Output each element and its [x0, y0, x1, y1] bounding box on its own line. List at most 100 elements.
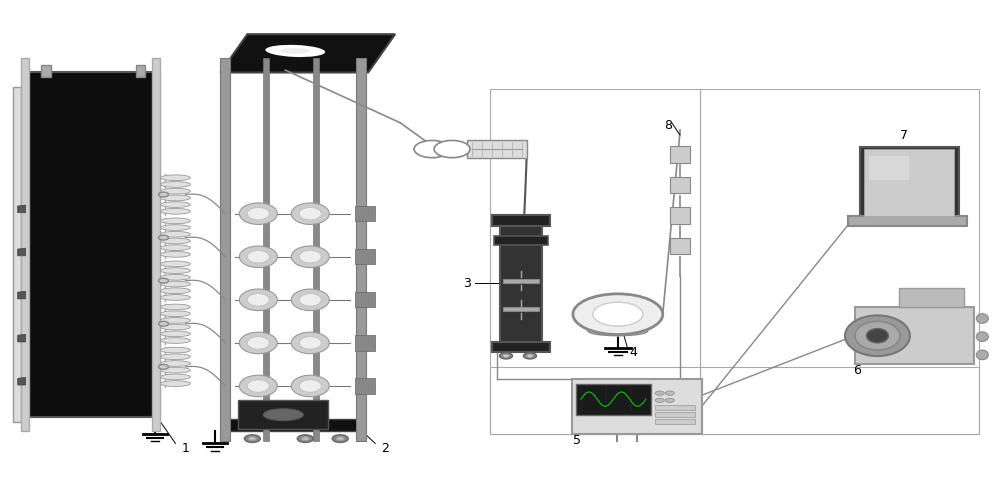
Ellipse shape — [239, 246, 277, 267]
Bar — [355, 206, 375, 221]
Polygon shape — [18, 377, 26, 385]
Ellipse shape — [665, 391, 674, 396]
Ellipse shape — [976, 350, 988, 360]
Bar — [869, 156, 909, 180]
Bar — [220, 58, 230, 441]
Bar — [655, 412, 695, 417]
Ellipse shape — [247, 251, 269, 263]
Ellipse shape — [247, 380, 269, 392]
Polygon shape — [18, 205, 26, 213]
Bar — [670, 238, 690, 254]
Ellipse shape — [160, 374, 190, 380]
Ellipse shape — [160, 295, 190, 300]
Ellipse shape — [299, 207, 321, 220]
Text: 4: 4 — [629, 346, 637, 359]
Ellipse shape — [160, 288, 190, 294]
Ellipse shape — [291, 246, 329, 267]
Ellipse shape — [239, 289, 277, 311]
Text: 6: 6 — [854, 364, 861, 377]
Ellipse shape — [280, 48, 310, 54]
Ellipse shape — [291, 203, 329, 225]
Polygon shape — [220, 34, 395, 72]
Ellipse shape — [299, 380, 321, 392]
Bar — [576, 384, 651, 415]
Ellipse shape — [593, 302, 643, 326]
Ellipse shape — [160, 324, 190, 330]
Ellipse shape — [248, 437, 256, 441]
Ellipse shape — [414, 141, 450, 157]
Bar — [655, 405, 695, 410]
Bar — [21, 58, 29, 432]
Ellipse shape — [573, 294, 663, 335]
Ellipse shape — [247, 207, 269, 220]
Ellipse shape — [527, 354, 533, 357]
Bar — [494, 236, 548, 245]
Bar — [355, 249, 375, 264]
Ellipse shape — [299, 294, 321, 306]
Bar — [355, 335, 375, 350]
Ellipse shape — [299, 336, 321, 349]
Ellipse shape — [160, 275, 190, 280]
Ellipse shape — [160, 268, 190, 274]
Ellipse shape — [291, 375, 329, 397]
Ellipse shape — [301, 437, 309, 441]
Ellipse shape — [976, 332, 988, 341]
Polygon shape — [848, 216, 967, 226]
Bar — [13, 87, 21, 422]
Text: 3: 3 — [463, 276, 471, 289]
Bar — [225, 420, 360, 432]
Ellipse shape — [160, 281, 190, 287]
Bar — [492, 342, 550, 352]
Ellipse shape — [655, 398, 664, 403]
Ellipse shape — [160, 245, 190, 251]
Ellipse shape — [845, 315, 910, 356]
Bar — [263, 58, 269, 441]
Text: 5: 5 — [573, 433, 581, 446]
Ellipse shape — [158, 322, 168, 326]
Ellipse shape — [160, 195, 190, 201]
Ellipse shape — [265, 45, 325, 57]
Ellipse shape — [158, 364, 168, 369]
Ellipse shape — [160, 188, 190, 194]
Bar — [467, 141, 527, 157]
Ellipse shape — [866, 328, 888, 343]
Ellipse shape — [160, 225, 190, 230]
Ellipse shape — [160, 318, 190, 323]
Bar — [700, 89, 979, 434]
Ellipse shape — [160, 337, 190, 343]
Ellipse shape — [160, 218, 190, 224]
Bar — [41, 65, 51, 77]
Ellipse shape — [297, 435, 313, 443]
Bar — [503, 308, 539, 312]
Ellipse shape — [160, 360, 190, 366]
Bar — [313, 58, 319, 441]
Text: 8: 8 — [664, 119, 672, 132]
Bar — [864, 149, 954, 216]
Ellipse shape — [160, 252, 190, 257]
Bar — [152, 58, 160, 432]
Bar — [670, 177, 690, 193]
Bar — [500, 226, 542, 350]
Bar — [136, 65, 145, 77]
Ellipse shape — [160, 354, 190, 360]
Bar — [655, 420, 695, 424]
Ellipse shape — [158, 278, 168, 283]
Ellipse shape — [239, 203, 277, 225]
Bar — [899, 288, 964, 307]
Ellipse shape — [291, 332, 329, 354]
Ellipse shape — [158, 192, 168, 197]
Ellipse shape — [247, 294, 269, 306]
Ellipse shape — [160, 347, 190, 353]
Bar — [355, 378, 375, 394]
Ellipse shape — [434, 141, 470, 157]
Ellipse shape — [291, 289, 329, 311]
Bar — [238, 400, 328, 429]
Bar — [355, 292, 375, 308]
Ellipse shape — [976, 314, 988, 323]
Ellipse shape — [160, 181, 190, 187]
Bar — [855, 307, 974, 364]
Ellipse shape — [160, 208, 190, 214]
Bar — [490, 367, 979, 434]
Ellipse shape — [160, 231, 190, 237]
Ellipse shape — [158, 235, 168, 240]
